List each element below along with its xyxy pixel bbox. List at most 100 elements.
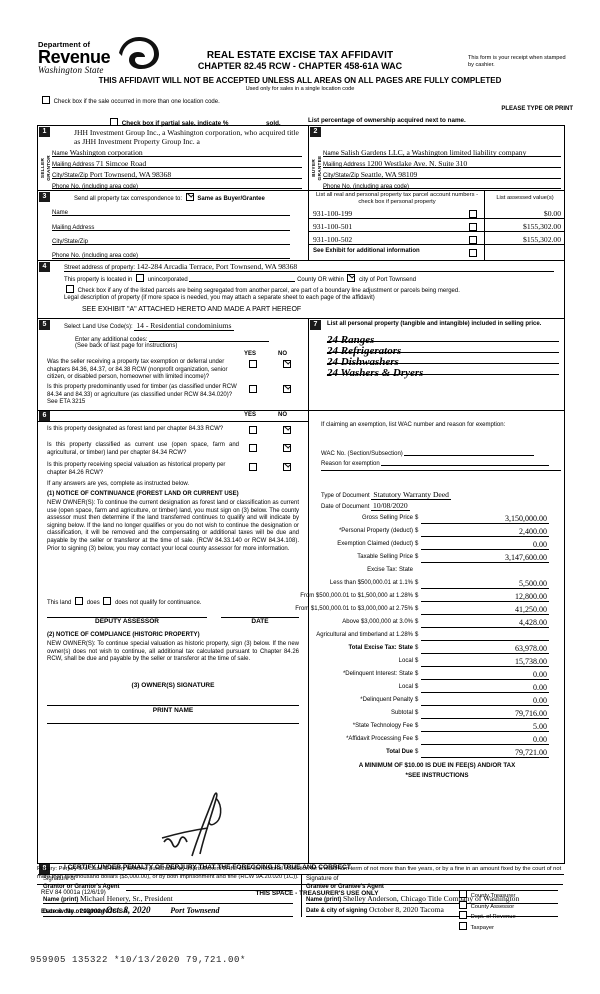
continuance-does-not-checkbox[interactable]	[103, 597, 112, 605]
tax-dollar-sign: $	[415, 671, 419, 677]
landuse-q0-no-checkbox[interactable]	[283, 360, 291, 368]
continuance-does-checkbox[interactable]	[75, 597, 84, 605]
deputy-assessor-signature-line[interactable]	[47, 617, 207, 618]
same-as-buyer-checkbox[interactable]	[185, 193, 194, 201]
tax-value[interactable]: 0.00	[533, 683, 547, 692]
tax-value[interactable]: 0.00	[533, 735, 547, 744]
landuse-q0-yes-checkbox[interactable]	[249, 360, 257, 368]
buyer-name-value[interactable]: Salish Gardens LLC, a Washington limited…	[340, 148, 527, 157]
tax-value[interactable]: 12,800.00	[515, 592, 547, 601]
taxpayer-checkbox[interactable]	[459, 921, 467, 930]
seller-citystatezip-value[interactable]: Port Townsend, WA 98368	[89, 170, 172, 179]
wac-number-input[interactable]	[404, 447, 535, 456]
parcel-personal-property-checkbox[interactable]	[469, 210, 477, 218]
classification-q0-no-checkbox[interactable]	[283, 426, 291, 434]
document-date-value[interactable]: 10/08/2020	[371, 501, 410, 511]
tax-value[interactable]: 0.00	[533, 696, 547, 705]
parcel-exhibit-row[interactable]: See Exhibit for additional information	[309, 246, 485, 257]
tax-value[interactable]: 5.00	[533, 722, 547, 731]
tax-value[interactable]: 79,716.00	[515, 709, 547, 718]
owner-print-name-line[interactable]	[47, 723, 299, 724]
see-back-note: (See back of last page for instructions)	[75, 343, 178, 349]
multi-location-checkbox[interactable]	[42, 96, 50, 104]
personal-property-item[interactable]: 24 Ranges	[327, 334, 375, 346]
grantee-name-value[interactable]: Shelley Anderson, Chicago Title Company …	[343, 894, 520, 903]
parcel-row[interactable]: 931-100-501	[309, 220, 485, 232]
seller-name-overflow: JHH Investment Group Inc., a Washington …	[74, 128, 299, 146]
tax-value[interactable]: 3,150,000.00	[505, 514, 547, 523]
buyer-citystatezip-value[interactable]: Seattle, WA 98109	[360, 170, 418, 179]
grantee-signature-label-2: Grantee or Grantee's Agent	[306, 883, 384, 890]
tax-label: Local	[398, 658, 413, 664]
tax-value[interactable]: 3,147,600.00	[505, 553, 547, 562]
grantee-date-value[interactable]: October 8, 2020 Tacoma	[369, 905, 444, 914]
owner-signature-line[interactable]	[47, 705, 299, 706]
notice-compliance-body: NEW OWNER(S): To continue special valuat…	[47, 641, 299, 663]
county-input[interactable]	[189, 273, 296, 282]
tax-value[interactable]: 15,738.00	[515, 657, 547, 666]
document-type-value[interactable]: Statutory Warranty Deed	[371, 490, 451, 500]
classification-q2-no-checkbox[interactable]	[283, 463, 291, 471]
landuse-q1-yes-checkbox[interactable]	[249, 385, 257, 393]
print-name-label: PRINT NAME	[152, 707, 194, 714]
parcel-row[interactable]: 931-100-199	[309, 207, 485, 219]
buyer-vertical-label: BUYER GRANTEE	[312, 155, 323, 181]
personal-property-item[interactable]: 24 Dishwashers	[327, 356, 399, 368]
parcel-exhibit-checkbox[interactable]	[469, 249, 477, 257]
tax-value[interactable]: 0.00	[533, 540, 547, 549]
segregated-checkbox[interactable]	[66, 285, 74, 293]
grantee-signature-line[interactable]	[390, 890, 558, 891]
classification-q1-no-checkbox[interactable]	[283, 444, 291, 452]
deputy-assessor-date-line[interactable]	[221, 617, 299, 618]
city-checkbox[interactable]	[347, 274, 356, 282]
grantor-date-value[interactable]: Oct. 8, 2020	[106, 905, 151, 915]
classification-q1-yes-checkbox[interactable]	[249, 444, 257, 452]
personal-property-item[interactable]: 24 Refrigerators	[327, 345, 402, 357]
tax-value[interactable]: 5,500.00	[519, 579, 547, 588]
county-assessor-checkbox[interactable]	[459, 900, 467, 909]
tax-value[interactable]: 79,721.00	[515, 748, 547, 757]
buyer-mailing-value[interactable]: 1200 Westlake Ave. N. Suite 310	[367, 159, 468, 168]
parcel-personal-property-checkbox[interactable]	[469, 236, 477, 244]
classification-question-0: Is this property designated as forest la…	[47, 426, 224, 432]
assessed-row[interactable]: $0.00	[485, 207, 565, 219]
dept-of-revenue-checkbox[interactable]	[459, 911, 467, 920]
county-treasurer-checkbox[interactable]	[459, 890, 467, 898]
section-number-5: 5	[39, 320, 50, 330]
tax-value[interactable]: 2,400.00	[519, 527, 547, 536]
exemption-reason-line-2[interactable]	[321, 470, 561, 471]
city-value[interactable]: Port Townsend	[376, 277, 417, 283]
multi-location-checkbox-row[interactable]: Check box if the sale occurred in more t…	[40, 96, 270, 106]
routing-checkbox-row[interactable]: Taxpayer	[457, 921, 516, 933]
landuse-q1-no-checkbox[interactable]	[283, 385, 291, 393]
grantor-city-value[interactable]: Port Townsend	[170, 906, 220, 915]
tax-value[interactable]: 0.00	[533, 670, 547, 679]
routing-checkbox-row[interactable]: Dept. of Revenue	[457, 911, 516, 922]
land-use-code-value[interactable]: 14 - Residential condominiums	[134, 321, 234, 331]
seller-mailing-value[interactable]: 71 Simcoe Road	[96, 159, 147, 168]
seller-name-value[interactable]: Washington corporation	[69, 148, 143, 157]
tax-label: Exemption Claimed (deduct)	[337, 541, 413, 547]
classification-q2-yes-checkbox[interactable]	[249, 463, 257, 471]
tax-dollar-sign: $	[415, 528, 419, 534]
grantor-name-value[interactable]: Michael Henery, Sr., President	[80, 894, 173, 903]
exemption-reason-input[interactable]	[381, 457, 550, 466]
routing-checkbox-row[interactable]: County Treasurer	[457, 890, 516, 901]
personal-property-item[interactable]: 24 Washers & Dryers	[327, 367, 424, 379]
tax-value[interactable]: 63,978.00	[515, 644, 547, 653]
unincorporated-checkbox[interactable]	[136, 274, 145, 282]
tax-label: Above $3,000,000 at 3.0%	[342, 619, 413, 625]
parcel-personal-property-checkbox[interactable]	[469, 223, 477, 231]
deputy-assessor-date-label: DATE	[251, 618, 269, 625]
tax-value[interactable]: 4,428.00	[519, 618, 547, 627]
routing-checkbox-row[interactable]: County Assessor	[457, 900, 516, 912]
classification-q0-yes-checkbox[interactable]	[249, 426, 257, 434]
tax-value[interactable]: 41,250.00	[515, 605, 547, 614]
grantor-signature-line[interactable]	[126, 890, 292, 891]
street-address-value[interactable]: 142-284 Arcadia Terrace, Port Townsend, …	[136, 262, 298, 271]
parcel-row[interactable]: 931-100-502	[309, 233, 485, 245]
assessed-row[interactable]: $155,302.00	[485, 220, 565, 232]
additional-codes-input[interactable]	[149, 333, 270, 342]
county-treasurer-label: County Treasurer	[470, 893, 516, 899]
assessed-row[interactable]: $155,302.00	[485, 233, 565, 245]
